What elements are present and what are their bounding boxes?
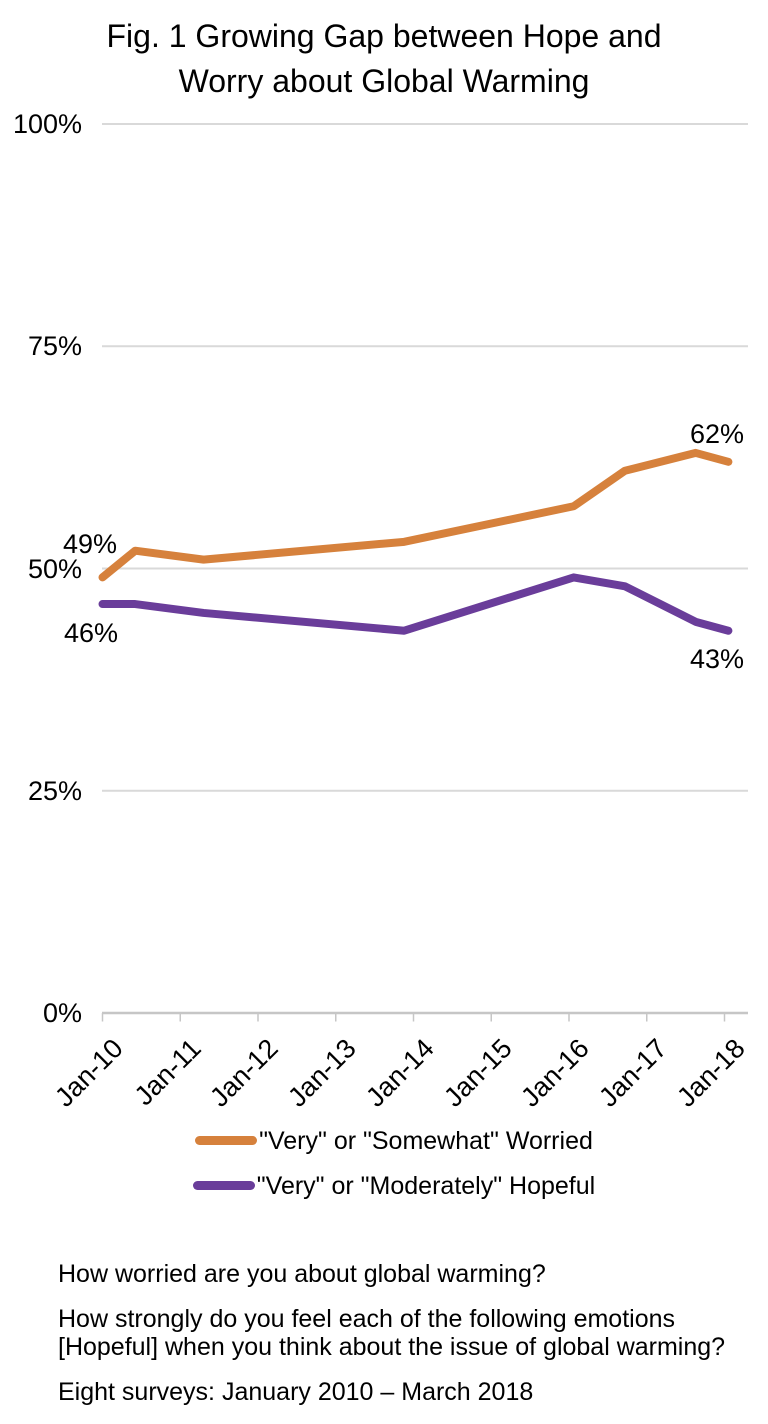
y-tick-label-0%: 0% [42,998,82,1028]
y-tick-label-50%: 50% [27,553,82,584]
hopeful-line [98,573,733,635]
chart-legend: "Very" or "Somewhat" Worried "Very" or "… [0,1118,768,1208]
hopeful-series-swatch [192,1181,255,1190]
chart-title: Fig. 1 Growing Gap between Hope and Worr… [0,14,768,104]
survey-question-worry: How worried are you about global warming… [58,1260,546,1288]
survey-count-note: Eight surveys: January 2010 – March 2018 [58,1378,534,1406]
chart-title-line2: Worry about Global Warming [178,63,590,99]
legend-row-worried: "Very" or "Somewhat" Worried [10,1118,768,1163]
worried-first-point-label: 49% [63,529,118,559]
chart-title-line1: Fig. 1 Growing Gap between Hope and [106,18,662,54]
y-tick-label-100%: 100% [12,109,82,139]
survey-notes: How worried are you about global warming… [58,1260,742,1423]
y-tick-label-25%: 25% [27,775,82,806]
worried-last-point-label: 62% [690,419,745,449]
worried-series-label: "Very" or "Somewhat" Worried [259,1126,593,1155]
legend-row-hopeful: "Very" or "Moderately" Hopeful [10,1163,768,1208]
y-tick-label-75%: 75% [27,331,82,362]
worried-series-swatch [195,1136,258,1145]
hopeful-first-point-label: 46% [64,618,119,648]
survey-question-hope: How strongly do you feel each of the fol… [58,1305,726,1361]
hopeful-last-point-label: 43% [690,644,745,674]
hopeful-series-label: "Very" or "Moderately" Hopeful [256,1171,596,1200]
worried-line [98,448,733,582]
